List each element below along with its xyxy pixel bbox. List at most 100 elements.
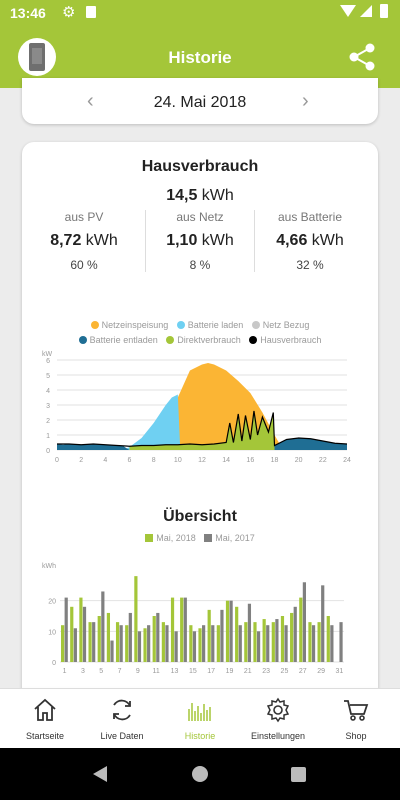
legend-dot [204, 534, 213, 542]
bar-2018 [253, 622, 257, 662]
legend-item[interactable]: Batterie entladen [78, 335, 158, 345]
source-percent: 32 % [296, 258, 324, 272]
source-label: aus PV [64, 210, 104, 224]
total-value: 14,5 [166, 187, 198, 204]
bar-2018 [115, 622, 120, 662]
status-bar: 13:46 ⚙ [0, 0, 400, 26]
share-icon[interactable] [347, 42, 377, 72]
x-tick-label: 29 [317, 668, 325, 675]
legend-dot [166, 336, 175, 344]
nav-label: Shop [345, 731, 367, 741]
legend-label: Netzeinspeisung [101, 320, 169, 330]
source-batterie: aus Batterie 4,66 kWh 32 % [254, 210, 366, 272]
nav-einstellungen[interactable]: Einstellungen [238, 689, 318, 749]
bar-2018 [170, 597, 175, 662]
hausverbrauch-title: Hausverbrauch [141, 158, 259, 175]
bar-2018 [88, 622, 92, 662]
legend-dot [78, 336, 87, 344]
recent-apps-icon[interactable] [291, 767, 306, 782]
nav-live-daten[interactable]: Live Daten [82, 689, 162, 749]
legend-dot [176, 321, 185, 329]
nav-historie[interactable]: Historie [160, 689, 240, 749]
nav-shop[interactable]: Shop [316, 689, 396, 749]
legend-item[interactable]: Hausverbrauch [249, 335, 321, 345]
bar-2017 [229, 600, 233, 662]
y-tick-label: 2 [46, 418, 50, 425]
x-tick-label: 23 [262, 668, 270, 675]
bar-2017 [266, 625, 270, 662]
x-tick-label: 2 [79, 457, 83, 464]
y-tick-label: 4 [46, 388, 50, 395]
source-value-number: 8,72 [50, 232, 82, 249]
bar-2018 [290, 612, 294, 662]
legend-item[interactable]: Batterie laden [176, 320, 244, 330]
selected-date[interactable]: 24. Mai 2018 [153, 94, 247, 111]
source-value-unit: kWh [201, 232, 234, 249]
back-icon[interactable] [93, 766, 107, 782]
legend-label: Batterie laden [187, 320, 244, 330]
home-icon [34, 698, 56, 721]
x-tick-label: 7 [118, 668, 122, 675]
day-chart-legend: Netzeinspeisung Batterie laden Netz Bezu… [22, 320, 378, 350]
legend-dot [145, 534, 154, 542]
x-tick-label: 18 [271, 457, 279, 464]
total-consumption: 14,5 kWh [22, 187, 378, 205]
total-unit: kWh [201, 187, 234, 204]
source-pv: aus PV 8,72 kWh 60 % [28, 210, 140, 272]
page-title: Historie [168, 48, 232, 67]
next-date-button[interactable]: › [302, 90, 309, 112]
bar-2017 [73, 628, 77, 662]
bar-2018 [97, 616, 101, 662]
source-label: aus Netz [176, 210, 224, 224]
divider [145, 210, 146, 272]
legend-item[interactable]: Netzeinspeisung [90, 320, 169, 330]
bar-2017 [101, 591, 105, 662]
legend-item[interactable]: Netz Bezug [251, 320, 310, 330]
bar-2018 [70, 606, 74, 662]
x-tick-label: 12 [198, 457, 206, 464]
refresh-icon [113, 699, 131, 721]
device-avatar[interactable] [18, 38, 56, 76]
x-tick-label: 10 [174, 457, 182, 464]
bar-2018 [308, 622, 312, 662]
x-tick-label: 31 [336, 668, 344, 675]
x-tick-label: 22 [319, 457, 327, 464]
y-tick-label: 10 [48, 629, 56, 636]
bar-2017 [183, 597, 187, 662]
source-value-number: 4,66 [276, 232, 308, 249]
bar-2018 [216, 625, 220, 662]
legend-item[interactable]: Mai, 2018 [145, 533, 196, 543]
legend-item[interactable]: Mai, 2017 [204, 533, 255, 543]
bar-2017 [311, 625, 316, 662]
overview-title: Übersicht [163, 508, 237, 525]
home-system-icon[interactable] [192, 766, 208, 782]
legend-dot [251, 321, 260, 329]
x-tick-label: 5 [99, 668, 103, 675]
bar-2018 [134, 576, 138, 662]
y-tick-label: 0 [46, 448, 50, 455]
bar-2017 [64, 597, 68, 662]
nav-startseite[interactable]: Startseite [5, 689, 85, 749]
signal-icon [360, 5, 372, 17]
legend-item[interactable]: Direktverbrauch [166, 335, 241, 345]
legend-label: Batterie entladen [89, 335, 158, 345]
source-value: 1,10 kWh [144, 232, 256, 250]
bar-2017 [165, 625, 169, 662]
source-netz: aus Netz 1,10 kWh 8 % [144, 210, 256, 272]
gear-icon [266, 697, 290, 723]
bar-2018 [326, 616, 330, 662]
bar-2018 [299, 597, 303, 662]
source-value-number: 1,10 [166, 232, 198, 249]
legend-label: Hausverbrauch [260, 335, 322, 345]
settings-status-icon: ⚙ [62, 4, 76, 21]
divider [254, 210, 255, 272]
bar-2017 [302, 582, 306, 662]
bar-2017 [192, 631, 197, 662]
prev-date-button[interactable]: ‹ [87, 90, 94, 112]
battery-storage-icon [29, 43, 45, 71]
legend-label: Netz Bezug [262, 320, 310, 330]
y-axis-label: kW [42, 351, 53, 358]
bar-2017 [339, 622, 343, 662]
